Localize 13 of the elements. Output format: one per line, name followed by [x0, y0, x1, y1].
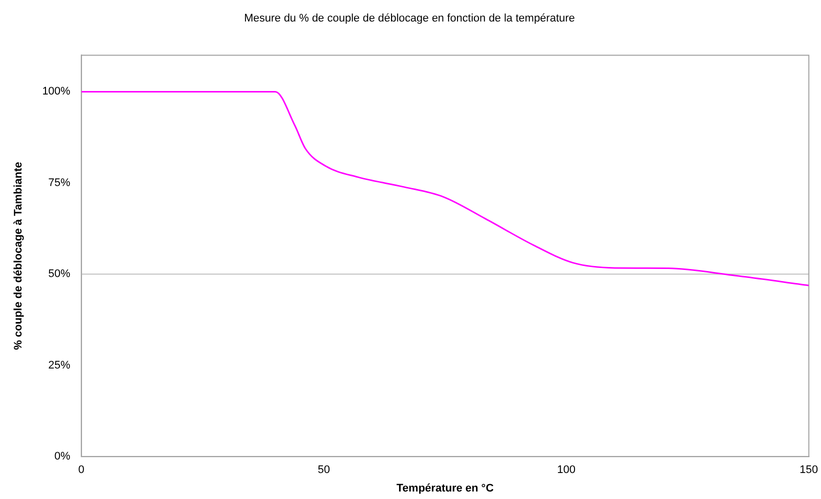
line-series — [81, 90, 809, 286]
x-tick-label: 0 — [78, 464, 84, 476]
y-tick-label: 0% — [54, 450, 71, 463]
x-tick-label: 150 — [800, 464, 818, 476]
y-axis-title: % couple de déblocage à Tambiante — [12, 162, 25, 350]
x-axis-title: Température en °C — [396, 482, 494, 494]
x-tick-label: 100 — [557, 464, 576, 476]
y-tick-label: 100% — [42, 86, 71, 98]
x-tick-label: 50 — [318, 464, 330, 476]
y-tick-label: 50% — [48, 268, 71, 280]
y-tick-label: 25% — [48, 359, 71, 372]
chart-title: Mesure du % de couple de déblocage en fonction de la température — [244, 12, 575, 25]
y-tick-label: 75% — [48, 176, 71, 189]
